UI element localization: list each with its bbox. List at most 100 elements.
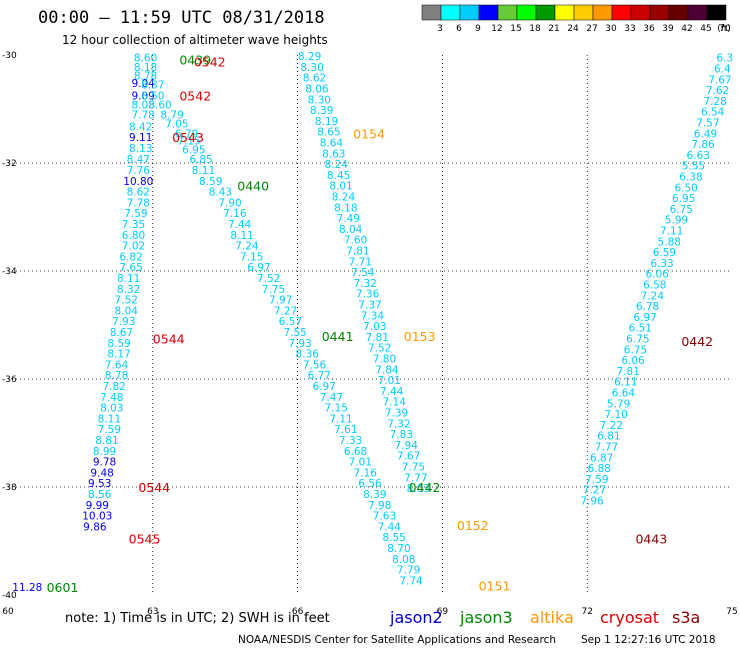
colorbar-label: 42 [681, 24, 692, 34]
swh-point-label: 5.88 [658, 236, 681, 248]
swh-point-label: 6.33 [650, 258, 673, 270]
swh-point-label: 7.86 [691, 139, 715, 151]
swh-point-label: 5.79 [607, 398, 630, 410]
swh-point-label: 7.98 [368, 500, 391, 512]
swh-point-label: 8.70 [387, 543, 410, 555]
swh-point-label: 7.59 [585, 474, 608, 486]
swh-point-label: 8.18 [134, 62, 157, 74]
swh-point-label: 6.57 [279, 316, 302, 328]
swh-point-label: 7.34 [361, 310, 385, 322]
swh-point-label: 6.49 [694, 128, 717, 140]
colorbar-swatch [687, 4, 708, 21]
swh-point-label: 7.78 [127, 197, 150, 209]
swh-point-label: 8.59 [107, 338, 130, 350]
x-tick-label: 66 [292, 607, 304, 617]
axis-ticks: 60 63 66 69 72 75 -30 -32 -34 -36 -38 -40 [2, 51, 738, 617]
swh-point-label: 7.77 [595, 442, 618, 454]
swh-point-label: 7.78 [131, 109, 154, 121]
swh-point-label: 8.42 [129, 121, 152, 133]
colorbar-legend: 3 6 9 12 15 18 21 24 27 30 33 36 39 42 45 70(ft) [421, 4, 731, 34]
swh-point-label: 7.90 [218, 197, 241, 209]
swh-point-label: 6.79 [175, 128, 198, 140]
swh-point-label: 8.78 [105, 370, 128, 382]
swh-point-label: 7.35 [122, 219, 145, 231]
swh-point-label: 9.99 [86, 500, 109, 512]
swh-point-label: 8.78 [134, 71, 157, 83]
swh-point-label: 8.39 [363, 489, 386, 501]
swh-point-label: 8.45 [327, 170, 350, 182]
swh-point-label: 6.11 [614, 377, 637, 389]
swh-point-label: 8.13 [129, 143, 152, 155]
swh-point-label: 10.03 [82, 511, 112, 523]
swh-point-label: 7.01 [378, 375, 401, 387]
swh-point-label: 8.60 [134, 53, 157, 65]
colorbar-swatch [554, 4, 575, 21]
swh-point-label: 7.60 [344, 235, 367, 247]
time-label: 0442 [409, 480, 441, 495]
swh-point-label: 6.64 [612, 388, 636, 400]
swh-point-label: 8.43 [209, 187, 232, 199]
colorbar-label: 45 [700, 24, 711, 34]
swh-point-label: 7.27 [583, 485, 606, 497]
swh-point-label: 8.79 [160, 109, 183, 121]
swh-point-label: 9.04 [131, 78, 155, 90]
swh-point-label: 7.83 [390, 429, 413, 441]
swh-point-label: 7.27 [274, 305, 297, 317]
swh-point-label: 7.24 [641, 290, 665, 302]
x-tick-label: 60 [2, 607, 14, 617]
y-tick-label: -36 [2, 375, 17, 385]
swh-point-label: 7.75 [402, 461, 425, 473]
colorbar-swatch [478, 4, 499, 21]
x-tick-label: 63 [147, 607, 158, 617]
swh-point-label: 6.06 [645, 269, 669, 281]
colorbar-swatch [630, 4, 651, 21]
swh-point-label: 7.11 [329, 413, 352, 425]
swh-point-label: 7.62 [706, 85, 729, 97]
colorbar-label: 30 [605, 24, 617, 34]
swh-point-label: 6.97 [312, 381, 335, 393]
swh-point-label: 6.97 [633, 312, 656, 324]
swh-point-label: 6.68 [344, 446, 367, 458]
swh-point-label: 7.65 [119, 262, 142, 274]
swh-point-label: 8.24 [332, 191, 356, 203]
swh-point-label: 7.39 [385, 407, 408, 419]
swh-point-label: 7.24 [235, 241, 259, 253]
swh-point-label: 8.64 [320, 137, 344, 149]
swh-point-label: 6.80 [122, 230, 145, 242]
swh-point-label: 7.55 [283, 327, 306, 339]
swh-point-label: 8.03 [407, 483, 430, 495]
swh-point-label: 9.53 [88, 478, 111, 490]
swh-point-label: 6.97 [247, 262, 270, 274]
colorbar-swatch [440, 4, 461, 21]
swh-point-label: 8.19 [315, 116, 338, 128]
swh-point-label: 7.57 [696, 118, 719, 130]
swh-point-label: 6.59 [653, 247, 676, 259]
swh-point-label: 7.44 [380, 386, 404, 398]
swh-point-label: 9.86 [83, 521, 107, 533]
swh-point-label: 7.52 [368, 343, 391, 355]
chart-title: 00:00 – 11:59 UTC 08/31/2018 [38, 8, 325, 28]
swh-point-label: 8.06 [305, 83, 329, 95]
swh-point-label: 8.04 [115, 305, 139, 317]
swh-point-label: 8.39 [310, 105, 333, 117]
swh-point-label: 8.62 [127, 187, 150, 199]
swh-point-label: 8.30 [300, 62, 323, 74]
swh-point-label: 8.60 [148, 100, 171, 112]
footnote: note: 1) Time is in UTC; 2) SWH is in fe… [65, 611, 330, 626]
swh-point-label: 7.94 [395, 440, 419, 452]
colorbar-label: 27 [586, 24, 597, 34]
swh-point-label: 5.55 [682, 161, 705, 173]
swh-point-label: 8.11 [192, 165, 215, 177]
swh-point-label: 8.99 [93, 446, 116, 458]
swh-point-label: 7.80 [373, 353, 396, 365]
colorbar-swatch [459, 4, 480, 21]
time-label: 0153 [404, 329, 436, 344]
swh-point-label: 6.88 [588, 463, 611, 475]
swh-point-label: 7.67 [708, 74, 731, 86]
swh-point-label: 7.75 [262, 284, 285, 296]
swh-point-label: 8.37 [141, 80, 164, 92]
time-label: 0439 [179, 52, 211, 67]
swh-point-label: 7.76 [127, 165, 151, 177]
swh-point-label: 7.82 [102, 381, 125, 393]
